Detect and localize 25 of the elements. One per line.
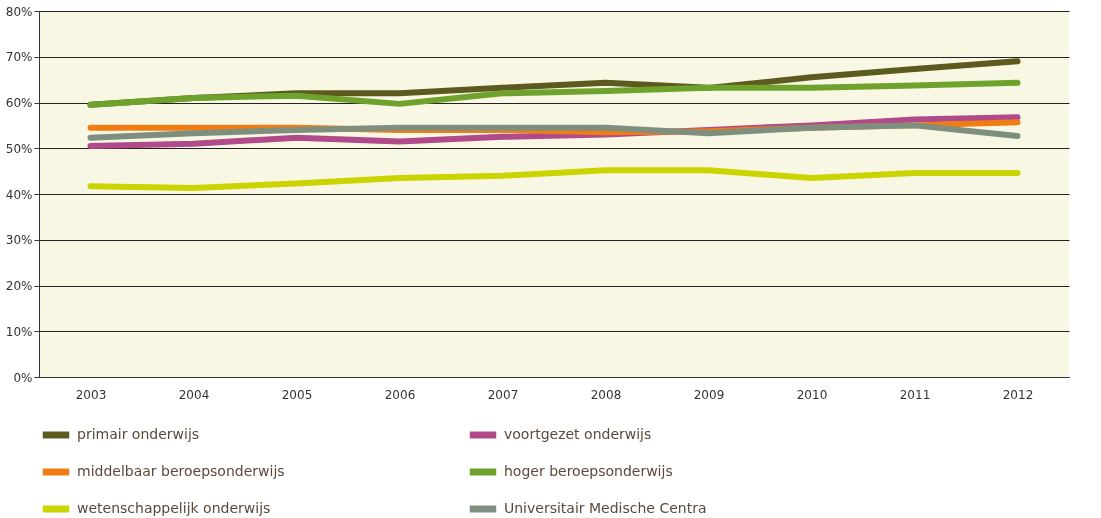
x-tick-label: 2010 bbox=[796, 387, 828, 402]
legend-label: hoger beroepsonderwijs bbox=[504, 463, 673, 479]
y-tick-label: 80% bbox=[5, 4, 33, 19]
x-tick-label: 2006 bbox=[384, 387, 416, 402]
y-tick-label: 30% bbox=[5, 233, 33, 248]
x-tick-label: 2009 bbox=[693, 387, 725, 402]
x-tick-label: 2003 bbox=[75, 387, 107, 402]
y-tick-label: 20% bbox=[5, 279, 33, 293]
legend-label: wetenschappelijk onderwijs bbox=[77, 500, 271, 516]
y-tick-label: 60% bbox=[5, 96, 33, 110]
x-tick-label: 2011 bbox=[899, 387, 931, 402]
y-tick-label: 40% bbox=[5, 187, 33, 202]
legend-label: voortgezet onderwijs bbox=[504, 426, 652, 442]
x-tick-label: 2004 bbox=[178, 387, 210, 402]
y-tick-label: 70% bbox=[5, 50, 33, 65]
x-tick-label: 2005 bbox=[281, 387, 313, 402]
x-tick-label: 2008 bbox=[590, 387, 622, 402]
legend-label: middelbaar beroepsonderwijs bbox=[77, 463, 285, 479]
y-tick-label: 0% bbox=[13, 370, 33, 385]
legend-label: Universitair Medische Centra bbox=[504, 500, 707, 516]
legend-label: primair onderwijs bbox=[77, 426, 200, 442]
x-tick-label: 2012 bbox=[1002, 387, 1034, 402]
y-tick-label: 10% bbox=[5, 324, 33, 339]
x-tick-label: 2007 bbox=[487, 387, 519, 402]
y-tick-label: 50% bbox=[5, 141, 33, 156]
